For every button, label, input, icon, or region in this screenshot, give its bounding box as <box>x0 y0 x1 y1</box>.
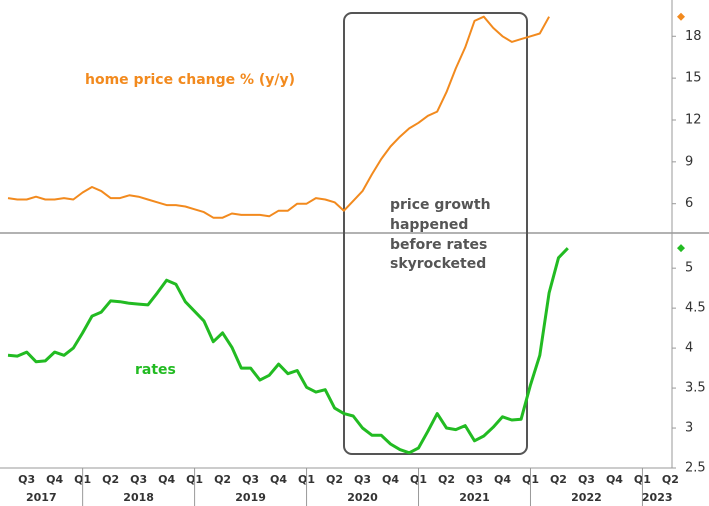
annotation: happened <box>390 217 468 233</box>
y-tick-label: 3.5 <box>685 381 706 396</box>
annotation: before rates <box>390 237 487 253</box>
x-group-label: 2019 <box>235 491 266 504</box>
x-tick-label: Q2 <box>662 473 679 486</box>
x-tick-label: Q2 <box>550 473 567 486</box>
y-tick-label: 4 <box>685 341 693 356</box>
y-tick-label: 15 <box>685 71 702 86</box>
x-tick-label: Q3 <box>466 473 483 486</box>
x-tick-label: Q4 <box>46 473 63 486</box>
series-line <box>7 247 569 455</box>
y-tick-label: 3 <box>685 421 693 436</box>
end-marker <box>677 244 685 253</box>
x-tick-label: Q2 <box>214 473 231 486</box>
x-tick-label: Q3 <box>354 473 371 486</box>
y-tick-label: 5 <box>685 261 693 276</box>
x-group-label: 2018 <box>123 491 154 504</box>
series-line <box>7 15 550 219</box>
y-tick-label: 2.5 <box>685 461 706 476</box>
x-tick-label: Q4 <box>158 473 175 486</box>
annotation: skyrocketed <box>390 256 486 272</box>
x-tick-label: Q3 <box>130 473 147 486</box>
x-group-label: 2022 <box>571 491 602 504</box>
y-tick-label: 18 <box>685 29 702 44</box>
x-group-label: 2020 <box>347 491 378 504</box>
x-tick-label: Q4 <box>270 473 287 486</box>
x-tick-label: Q3 <box>18 473 35 486</box>
x-tick-label: Q4 <box>494 473 511 486</box>
x-tick-label: Q4 <box>382 473 399 486</box>
x-group-label: 2023 <box>642 491 673 504</box>
x-tick-label: Q2 <box>326 473 343 486</box>
x-tick-label: Q2 <box>102 473 119 486</box>
y-tick-label: 9 <box>685 154 693 169</box>
y-tick-label: 4.5 <box>685 301 706 316</box>
y-tick-label: 12 <box>685 112 702 127</box>
x-group-label: 2017 <box>26 491 57 504</box>
x-tick-label: Q2 <box>438 473 455 486</box>
end-marker <box>677 12 685 21</box>
x-group-label: 2021 <box>459 491 490 504</box>
series-label: home price change % (y/y) <box>85 72 295 88</box>
x-tick-label: Q3 <box>578 473 595 486</box>
annotation-box <box>343 12 528 455</box>
y-tick-label: 6 <box>685 196 693 211</box>
x-tick-label: Q4 <box>606 473 623 486</box>
x-tick-label: Q3 <box>242 473 259 486</box>
series-label: rates <box>135 362 176 378</box>
annotation: price growth <box>390 197 491 213</box>
